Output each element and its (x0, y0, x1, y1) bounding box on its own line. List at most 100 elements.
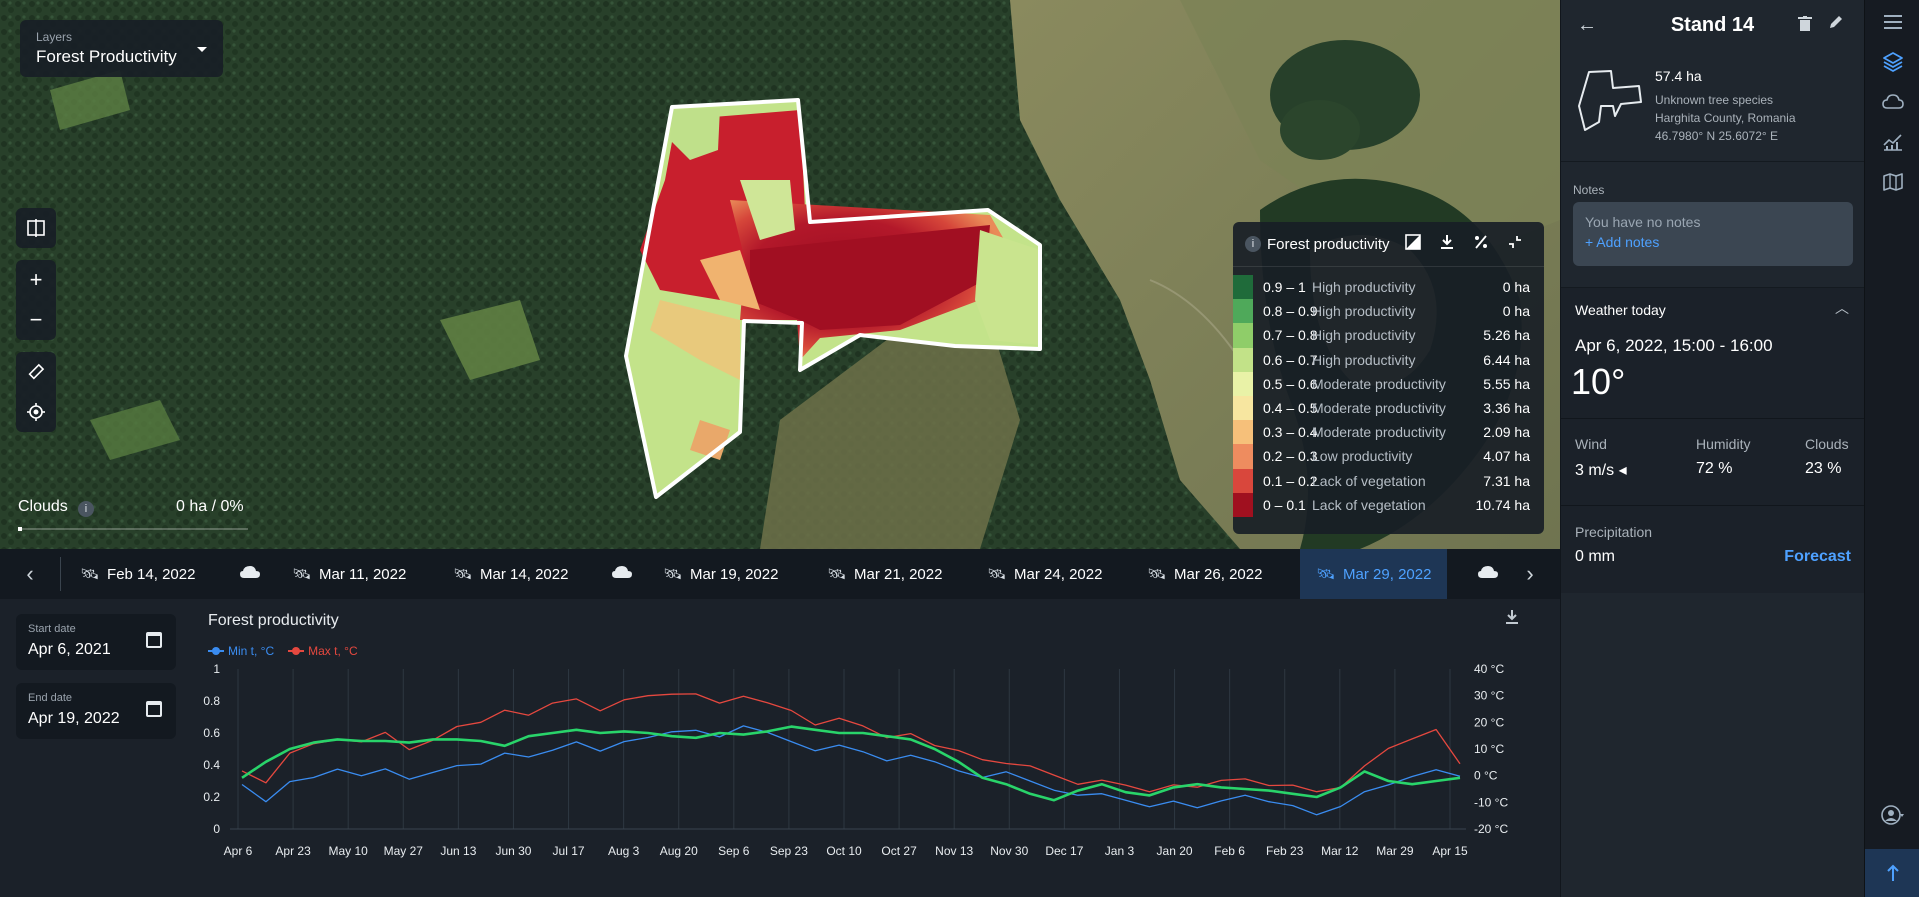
stand-coordinates: 46.7980° N 25.6072° E (1655, 129, 1779, 143)
legend-area: 3.36 ha (1483, 399, 1530, 416)
layers-value: Forest Productivity (36, 47, 177, 66)
download-icon[interactable] (1430, 234, 1464, 255)
stand-species: Unknown tree species (1655, 93, 1774, 107)
y-right-tick-label: 10 °C (1474, 742, 1504, 756)
trash-icon[interactable] (1798, 16, 1812, 37)
legend-row: 0.9 – 1 High productivity 0 ha (1233, 275, 1544, 300)
end-date-value: Apr 19, 2022 (28, 710, 120, 727)
stand-location: Harghita County, Romania (1655, 111, 1796, 125)
chevron-up-icon[interactable]: ︿ (1835, 300, 1849, 316)
y-right-tick-label: 20 °C (1474, 715, 1504, 729)
contrast-icon[interactable] (1396, 233, 1430, 255)
x-tick-label: Aug 20 (660, 844, 698, 858)
menu-icon[interactable] (1865, 2, 1919, 42)
download-icon[interactable] (1504, 609, 1520, 630)
timeline-date-item[interactable]: 🛰 Mar 14, 2022 (453, 549, 568, 599)
legend-swatch (1233, 395, 1253, 421)
y-left-tick-label: 0.6 (203, 726, 220, 740)
x-tick-label: Jan 20 (1157, 844, 1193, 858)
legend-swatch (1233, 347, 1253, 372)
legend-row: 0.6 – 0.7 High productivity 6.44 ha (1233, 347, 1544, 372)
legend-range: 0.6 – 0.7 (1263, 351, 1318, 368)
analytics-icon[interactable] (1865, 122, 1919, 162)
productivity-chart[interactable]: Apr 6 Apr 23 May 10 May 27 Jun 13 Jun 30 Jul 1… (200, 659, 1510, 891)
zoom-in-button[interactable]: + (29, 267, 43, 292)
start-date-value: Apr 6, 2021 (28, 641, 111, 658)
compare-tool[interactable] (16, 208, 56, 248)
info-icon[interactable]: i (78, 501, 94, 517)
legend-row: 0 – 0.1 Lack of vegetation 10.74 ha (1233, 492, 1544, 517)
end-date-picker[interactable]: End date Apr 19, 2022 (16, 683, 176, 739)
satellite-icon: 🛰 (292, 566, 312, 583)
zoom-out-button[interactable]: − (29, 307, 43, 332)
start-date-picker[interactable]: Start date Apr 6, 2021 (16, 614, 176, 670)
timeline-date-label: Feb 14, 2022 (107, 565, 196, 583)
legend-swatch (1233, 275, 1253, 300)
legend-min-temp[interactable]: Min t, °C (208, 644, 274, 658)
split-view-icon[interactable] (16, 208, 56, 248)
legend-description: High productivity (1312, 303, 1416, 320)
x-tick-label: Jun 30 (495, 844, 531, 858)
timeline-date-item[interactable]: 🛰 Mar 29, 2022 (1300, 549, 1448, 599)
timeline-date-item[interactable]: 🛰 Mar 24, 2022 (987, 549, 1102, 599)
notes-box[interactable]: You have no notes + Add notes (1573, 202, 1853, 266)
slider-handle[interactable] (18, 527, 22, 531)
start-date-caption: Start date (28, 623, 76, 635)
collapse-icon[interactable] (1498, 234, 1532, 255)
legend-area: 2.09 ha (1483, 424, 1530, 441)
account-icon[interactable] (1865, 795, 1919, 835)
legend-description: Moderate productivity (1312, 375, 1446, 392)
legend-description: High productivity (1312, 327, 1416, 344)
locate-icon[interactable] (16, 392, 56, 432)
info-icon[interactable]: i (1245, 236, 1261, 252)
cloudy-day-icon[interactable] (240, 565, 260, 578)
satellite-icon: 🛰 (1316, 566, 1336, 583)
timeline-date-item[interactable]: 🛰 Mar 21, 2022 (827, 549, 942, 599)
x-tick-label: Apr 23 (275, 844, 311, 858)
cloudy-day-icon[interactable] (1478, 565, 1498, 578)
legend-area: 5.55 ha (1483, 375, 1530, 392)
ruler-icon[interactable] (16, 352, 56, 392)
legend-row: 0.1 – 0.2 Lack of vegetation 7.31 ha (1233, 468, 1544, 493)
back-arrow-icon[interactable]: ← (1577, 14, 1597, 36)
humidity-value: 72 % (1696, 460, 1733, 477)
legend-description: High productivity (1312, 351, 1416, 368)
forecast-link[interactable]: Forecast (1784, 548, 1851, 565)
timeline-date-item[interactable]: 🛰 Mar 26, 2022 (1147, 549, 1262, 599)
x-tick-label: Sep 23 (770, 844, 808, 858)
add-notes-link[interactable]: + Add notes (1585, 234, 1660, 250)
map-view[interactable]: Layers Forest Productivity + − Clouds i … (0, 0, 1560, 549)
clouds-label: Clouds (18, 498, 68, 515)
date-timeline: ‹ 🛰 Feb 14, 2022 🛰 Mar 11, 2022 🛰 Mar 14, 202… (0, 549, 1560, 599)
y-right-tick-label: 0 °C (1474, 769, 1498, 783)
clouds-slider[interactable] (18, 527, 248, 531)
timeline-date-item[interactable]: 🛰 Feb 14, 2022 (80, 549, 195, 599)
legend-area: 5.26 ha (1483, 327, 1530, 344)
notes-section: Notes You have no notes + Add notes (1561, 173, 1865, 277)
satellite-icon: 🛰 (663, 566, 683, 583)
legend-description: Low productivity (1312, 448, 1413, 465)
timeline-next-button[interactable]: › (1526, 561, 1534, 586)
legend-max-temp[interactable]: Max t, °C (288, 644, 358, 658)
cloud-icon (612, 566, 632, 578)
timeline-date-item[interactable]: 🛰 Mar 19, 2022 (663, 549, 778, 599)
calendar-icon[interactable] (146, 701, 162, 717)
cloud-icon[interactable] (1865, 82, 1919, 122)
pencil-icon[interactable] (1828, 14, 1844, 35)
legend-range: 0.7 – 0.8 (1263, 327, 1318, 344)
cloudy-day-icon[interactable] (612, 565, 632, 578)
percent-icon[interactable] (1464, 234, 1498, 255)
calendar-icon[interactable] (146, 632, 162, 648)
map-icon[interactable] (1865, 162, 1919, 202)
scroll-up-button[interactable] (1865, 849, 1919, 897)
layers-dropdown[interactable]: Layers Forest Productivity (20, 20, 223, 77)
layers-icon[interactable] (1865, 42, 1919, 82)
x-tick-label: Feb 23 (1266, 844, 1304, 858)
clouds-value: 0 ha / 0% (176, 498, 244, 515)
timeline-date-item[interactable]: 🛰 Mar 11, 2022 (292, 549, 406, 599)
timeline-prev-button[interactable]: ‹ (26, 561, 34, 586)
field-heatmap[interactable] (624, 98, 1042, 499)
x-tick-label: May 10 (329, 844, 369, 858)
chevron-down-icon (197, 47, 207, 52)
